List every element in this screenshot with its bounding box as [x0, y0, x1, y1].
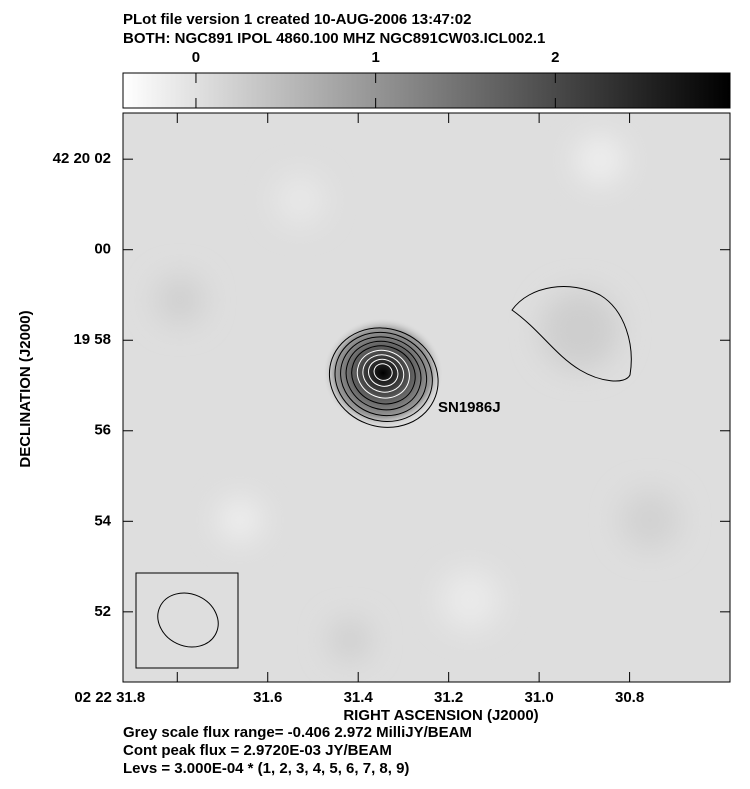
contour	[351, 345, 416, 405]
subtitle: BOTH: NGC891 IPOL 4860.100 MHZ NGC891CW0…	[123, 30, 545, 47]
y-axis-label: DECLINATION (J2000)	[17, 310, 34, 467]
contour	[340, 336, 428, 417]
image	[123, 113, 730, 682]
contour	[328, 327, 439, 428]
colorbar	[122, 72, 731, 109]
x-axis-label: RIGHT ASCENSION (J2000)	[343, 707, 538, 724]
x-tick-label: 30.8	[615, 689, 644, 706]
source	[323, 318, 443, 428]
contour	[373, 363, 393, 381]
beam-box	[135, 572, 239, 669]
contour	[345, 340, 422, 411]
y-tick-label: 52	[94, 603, 111, 620]
contour	[334, 331, 433, 423]
beam	[157, 592, 219, 648]
x-tick-label: 31.6	[253, 689, 282, 706]
footer-line: Grey scale flux range= -0.406 2.972 Mill…	[123, 724, 472, 741]
x-tick-label: 02 22 31.8	[74, 689, 145, 706]
noise	[155, 135, 680, 662]
y-tick-label: 42 20 02	[53, 150, 111, 167]
annotation: SN1986J	[438, 399, 501, 416]
colorbar-tick-label: 0	[192, 49, 200, 66]
footer-line: Cont peak flux = 2.9720E-03 JY/BEAM	[123, 742, 392, 759]
frame	[122, 112, 731, 683]
contour	[362, 354, 405, 393]
y-tick-label: 56	[94, 422, 111, 439]
y-tick-label: 00	[94, 241, 111, 258]
colorbar-tick-label: 2	[551, 49, 559, 66]
x-tick-label: 31.2	[434, 689, 463, 706]
title: PLot file version 1 created 10-AUG-2006 …	[123, 11, 472, 28]
x-tick-label: 31.4	[344, 689, 374, 706]
colorbar-tick-label: 1	[371, 49, 379, 66]
y-tick-label: 19 58	[73, 331, 111, 348]
footer-line: Levs = 3.000E-04 * (1, 2, 3, 4, 5, 6, 7,…	[123, 760, 409, 777]
contour	[356, 349, 410, 399]
contour	[511, 286, 632, 382]
y-tick-label: 54	[94, 512, 111, 529]
contour	[367, 358, 399, 387]
x-tick-label: 31.0	[525, 689, 554, 706]
